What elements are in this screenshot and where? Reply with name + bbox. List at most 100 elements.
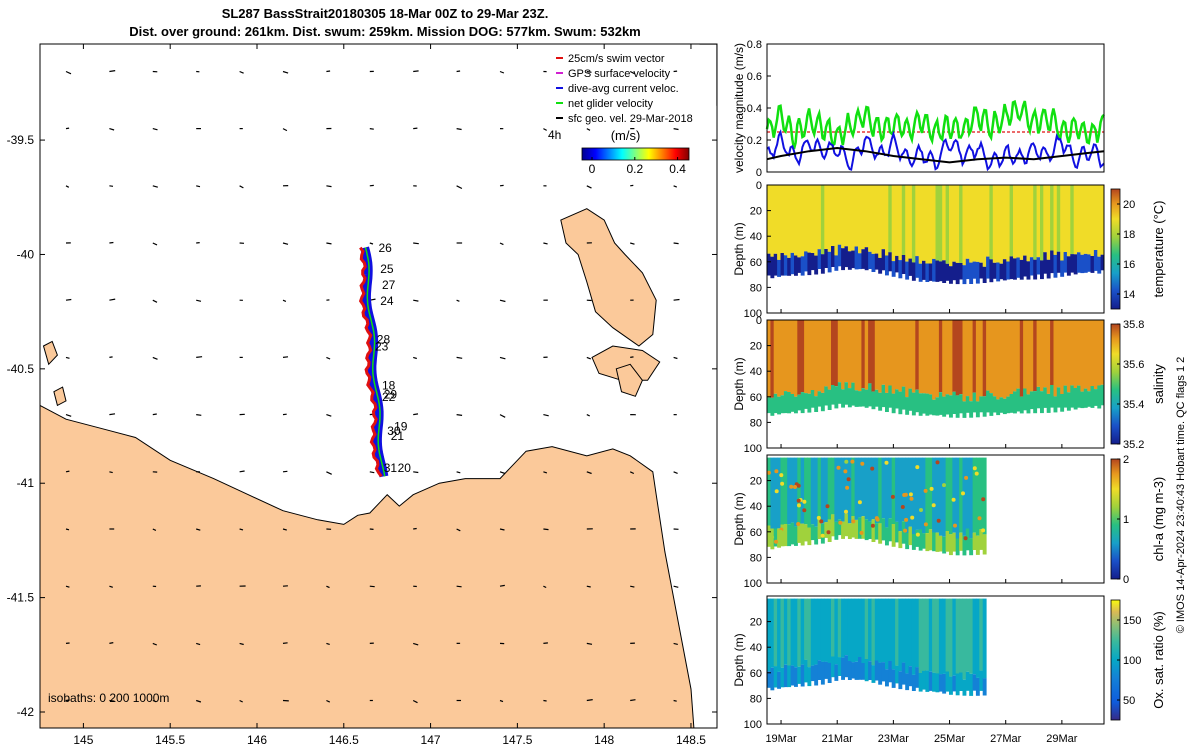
heatmap-cell	[982, 598, 987, 679]
current-vector	[239, 185, 244, 189]
heatmap-cell	[861, 249, 866, 269]
heatmap-cell	[854, 661, 859, 680]
current-vector	[413, 356, 417, 360]
heatmap-cell	[1006, 396, 1011, 414]
heatmap-cell	[770, 667, 775, 691]
heatmap-cell	[942, 598, 947, 674]
heatmap-cell	[770, 457, 775, 529]
heatmap-cell	[847, 661, 852, 680]
heatmap-cell	[777, 598, 781, 672]
heatmap-cell	[918, 598, 923, 673]
heatmap-cell	[928, 671, 933, 691]
current-vector	[196, 299, 202, 302]
heatmap-cell	[975, 185, 980, 262]
heatmap-cell	[794, 255, 798, 276]
heatmap-cell	[972, 261, 977, 279]
heatmap-cell	[1090, 256, 1095, 273]
heatmap-cell	[915, 389, 920, 413]
heatmap-cell	[905, 185, 910, 262]
velocity-panel	[765, 99, 1105, 172]
heatmap-cell	[895, 185, 899, 256]
heatmap-cell	[895, 320, 899, 390]
heatmap-panel	[766, 457, 987, 556]
current-vector	[109, 642, 114, 644]
heatmap-cell	[881, 249, 886, 271]
heatmap-cell	[837, 320, 842, 383]
heatmap-cell	[767, 457, 771, 526]
current-vector	[152, 699, 157, 703]
current-vector	[543, 414, 549, 417]
heatmap-cell	[794, 598, 798, 668]
chl-sample-dot	[825, 504, 830, 509]
heatmap-cell	[874, 253, 879, 270]
heatmap-cell	[861, 320, 866, 389]
heatmap-cell	[908, 258, 913, 276]
chl-sample-dot	[875, 517, 880, 522]
heatmap-cell	[874, 660, 879, 681]
heatmap-ylabel: Depth (m)	[732, 357, 746, 410]
chl-sample-dot	[929, 486, 934, 491]
heatmap-cell	[807, 527, 812, 546]
heatmap-cell	[942, 457, 947, 537]
heatmap-cell	[854, 519, 859, 539]
heatmap-cell	[804, 185, 808, 252]
day-label: 29	[384, 388, 398, 402]
heatmap-cell	[955, 262, 960, 285]
heatmap-cell	[918, 320, 923, 394]
heatmap-y-tick-label: 60	[750, 527, 762, 539]
heatmap-cell	[992, 320, 997, 397]
heatmap-cell	[925, 598, 930, 671]
current-vector	[456, 414, 463, 416]
chl-sample-dot	[857, 500, 862, 505]
current-vector	[109, 241, 114, 244]
colorbar-tick-label: 0	[589, 162, 596, 176]
heatmap-cell	[942, 673, 947, 694]
heatmap-cell	[972, 674, 977, 691]
title-line-2: Dist. over ground: 261km. Dist. swum: 25…	[129, 24, 641, 39]
map-x-tick-label: 147	[421, 733, 441, 747]
current-vector	[65, 298, 72, 301]
heatmap-cell	[986, 185, 990, 257]
current-vector	[413, 127, 418, 130]
chl-sample-dot	[860, 461, 865, 466]
day-label: 26	[379, 241, 393, 255]
current-vector	[196, 642, 201, 646]
current-vector	[673, 356, 678, 360]
chl-sample-dot	[919, 508, 923, 512]
heatmap-cell	[911, 457, 916, 535]
heatmap-cell	[965, 320, 970, 397]
heatmap-cell	[888, 385, 893, 408]
heatmap-cell	[999, 320, 1004, 398]
current-vector	[673, 185, 678, 188]
heatmap-cell	[1083, 320, 1088, 389]
heatmap-cell	[999, 263, 1004, 280]
heatmap-cell	[767, 525, 771, 547]
current-vector	[326, 70, 331, 73]
heatmap-cell	[922, 393, 926, 414]
current-vector	[673, 471, 678, 474]
panel-colorbar-tick-label: 35.2	[1123, 439, 1144, 451]
series-dive	[766, 129, 1105, 172]
current-vector	[629, 471, 635, 475]
chl-sample-dot	[850, 459, 855, 464]
heatmap-cell	[790, 320, 795, 394]
heatmap-cell	[851, 516, 856, 538]
heatmap-cell	[969, 262, 974, 284]
heatmap-cell	[895, 521, 899, 543]
chl-sample-dot	[890, 494, 895, 499]
heatmap-cell	[837, 657, 842, 676]
heatmap-cell	[986, 390, 990, 413]
heatmap-cell	[790, 598, 795, 666]
heatmap-cell	[851, 250, 856, 269]
heatmap-cell	[770, 397, 775, 416]
heatmap-cell	[794, 396, 798, 414]
land-polygon	[560, 208, 657, 347]
heatmap-cell	[794, 526, 798, 546]
heatmap-cell	[780, 524, 785, 547]
heatmap-cell	[834, 521, 839, 540]
heatmap-cell	[817, 598, 822, 661]
heatmap-cell	[905, 673, 910, 691]
heatmap-frame	[766, 184, 1105, 314]
heatmap-cell	[1073, 320, 1078, 388]
